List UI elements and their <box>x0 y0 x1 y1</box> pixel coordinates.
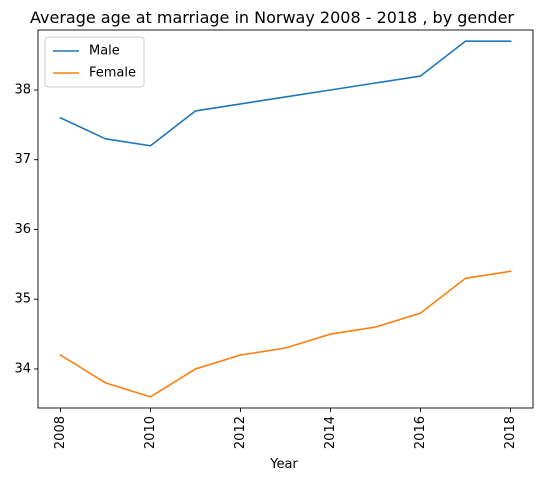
y-tick-label: 34 <box>14 361 31 376</box>
x-tick-label: 2018 <box>503 416 518 449</box>
legend-label-male: Male <box>89 44 120 59</box>
y-tick-label: 37 <box>14 152 31 167</box>
plot-area: 2008 2010 2012 2014 2016 2018 34 35 36 37 38 <box>14 29 534 449</box>
series-line-male <box>59 40 512 147</box>
y-tick-label: 36 <box>14 222 31 237</box>
legend-label-female: Female <box>89 66 136 81</box>
x-tick-label: 2016 <box>413 416 428 449</box>
x-tick-label: 2010 <box>143 416 158 449</box>
x-tick-label: 2014 <box>323 416 338 449</box>
series-line-female <box>59 270 512 398</box>
plot-frame <box>37 29 534 409</box>
y-tick-label: 35 <box>14 292 31 307</box>
legend: Male Female <box>44 36 145 88</box>
chart-title: Average age at marriage in Norway 2008 -… <box>30 8 514 27</box>
y-tick-label: 38 <box>14 82 31 97</box>
x-axis-label: Year <box>269 457 298 472</box>
legend-box <box>44 36 145 88</box>
x-tick-label: 2008 <box>53 416 68 449</box>
x-tick-label: 2012 <box>233 416 248 449</box>
